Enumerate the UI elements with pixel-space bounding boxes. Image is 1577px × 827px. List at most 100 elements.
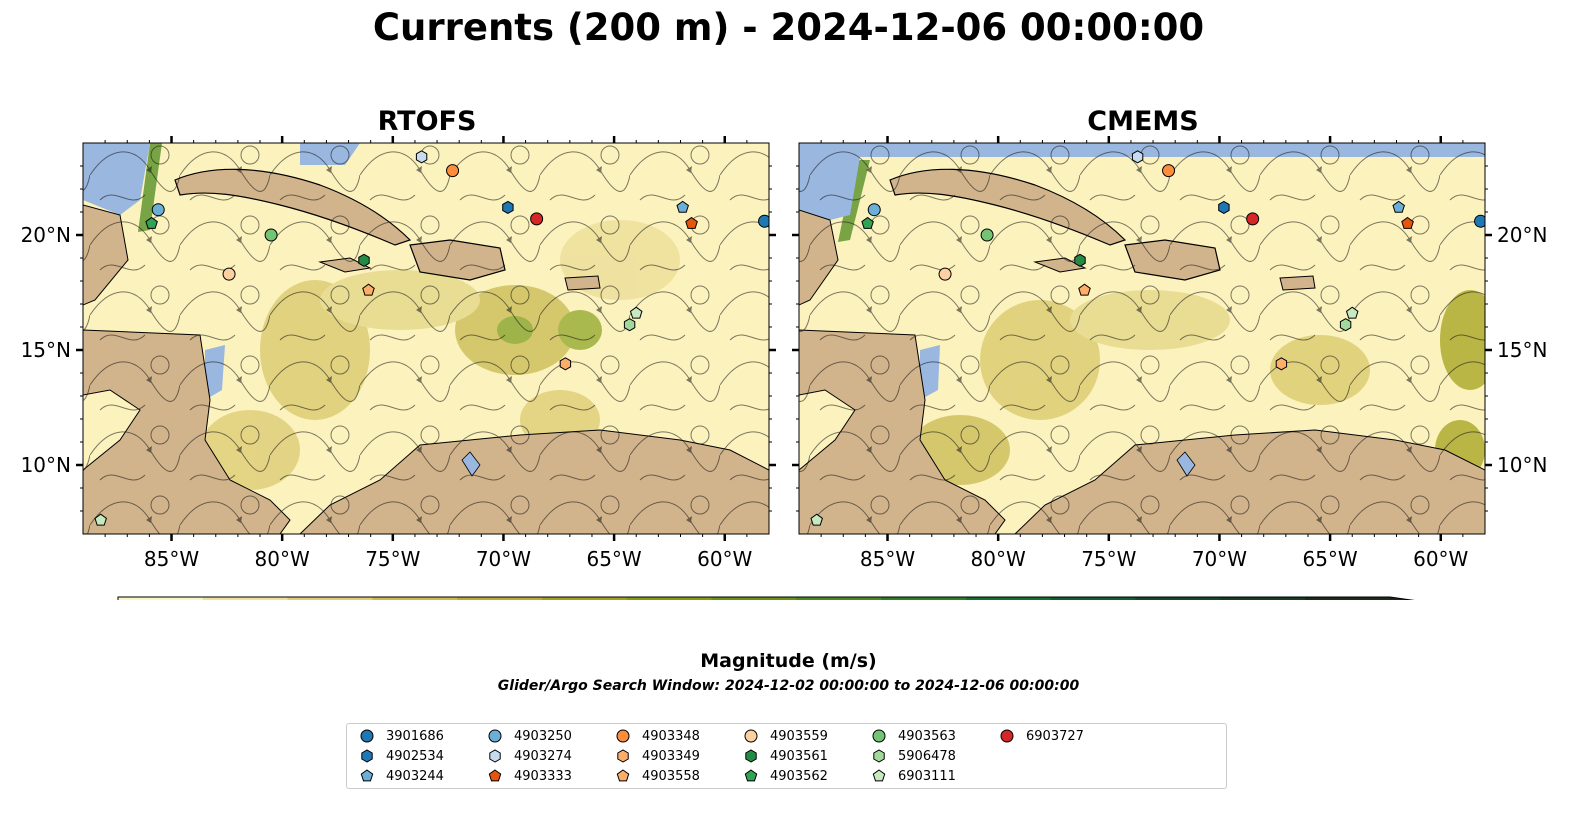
legend-label: 4903274 bbox=[514, 748, 572, 764]
colorbar-bin bbox=[626, 597, 713, 600]
lon-tick-label: 80°W bbox=[255, 547, 310, 571]
panel-title-cmems: CMEMS bbox=[1087, 106, 1199, 137]
float-legend: 3901686 4902534 4903244 4903250 4903274 49033… bbox=[346, 723, 1227, 789]
legend-label: 4903563 bbox=[898, 728, 956, 744]
float-marker bbox=[1339, 318, 1352, 332]
legend-entry: 4903244 bbox=[357, 766, 444, 786]
lon-tick-label: 85°W bbox=[144, 547, 199, 571]
legend-entry: 4903559 bbox=[741, 726, 828, 746]
float-marker bbox=[1131, 150, 1144, 164]
legend-marker-icon bbox=[872, 729, 886, 743]
float-marker bbox=[94, 513, 107, 526]
map-frame-cmems bbox=[798, 142, 1486, 535]
legend-marker-icon bbox=[489, 749, 501, 763]
legend-entry: 4903562 bbox=[741, 766, 828, 786]
legend-marker-icon bbox=[745, 749, 757, 763]
search-window-note: Glider/Argo Search Window: 2024-12-02 00… bbox=[497, 678, 1080, 694]
colorbar-bin bbox=[202, 597, 289, 600]
lat-tick-label: 15°N bbox=[21, 338, 71, 362]
colorbar-bin bbox=[542, 597, 628, 600]
legend-entry: 4903558 bbox=[613, 766, 700, 786]
legend-label: 4903349 bbox=[642, 748, 700, 764]
lat-tick-label: 10°N bbox=[1497, 453, 1547, 477]
float-marker bbox=[623, 318, 636, 332]
float-marker bbox=[530, 212, 544, 226]
legend-marker bbox=[744, 769, 758, 782]
legend-marker bbox=[361, 749, 373, 763]
legend-marker-icon bbox=[744, 729, 758, 743]
legend-marker bbox=[616, 769, 630, 782]
colorbar-bin bbox=[372, 597, 458, 600]
legend-marker bbox=[489, 749, 501, 763]
float-marker bbox=[264, 228, 278, 242]
float-marker bbox=[1074, 253, 1086, 267]
legend-marker bbox=[1000, 729, 1014, 743]
colorbar-bin bbox=[1135, 597, 1221, 600]
float-marker bbox=[980, 228, 994, 242]
legend-label: 6903111 bbox=[898, 768, 956, 784]
legend-marker bbox=[360, 729, 374, 743]
colorbar-bin bbox=[711, 597, 797, 600]
colorbar-bin bbox=[457, 597, 543, 600]
lat-tick-label: 10°N bbox=[21, 453, 71, 477]
legend-label: 4902534 bbox=[386, 748, 444, 764]
float-marker bbox=[758, 214, 769, 228]
float-marker bbox=[222, 267, 236, 281]
float-markers-rtofs bbox=[94, 150, 769, 526]
float-marker bbox=[502, 200, 514, 214]
legend-marker bbox=[360, 769, 374, 782]
legend-entry: 4903333 bbox=[485, 766, 572, 786]
lon-tick-label: 75°W bbox=[365, 547, 420, 571]
legend-label: 4903561 bbox=[770, 748, 828, 764]
map-frame-rtofs bbox=[82, 142, 770, 535]
colorbar-bin bbox=[287, 597, 373, 600]
float-markers-cmems bbox=[810, 150, 1485, 526]
float-marker bbox=[685, 216, 698, 229]
legend-label: 4903348 bbox=[642, 728, 700, 744]
lon-tick-label: 80°W bbox=[971, 547, 1026, 571]
legend-marker bbox=[488, 769, 502, 782]
legend-marker bbox=[617, 749, 629, 763]
float-marker bbox=[559, 357, 572, 371]
float-marker bbox=[145, 216, 158, 229]
legend-marker-icon bbox=[873, 749, 885, 763]
lon-tick-label: 70°W bbox=[1192, 547, 1247, 571]
legend-entry: 5906478 bbox=[869, 746, 956, 766]
legend-label: 4903244 bbox=[386, 768, 444, 784]
legend-entry: 4902534 bbox=[357, 746, 444, 766]
colorbar-bin bbox=[118, 597, 204, 600]
lon-tick-label: 65°W bbox=[1302, 547, 1357, 571]
float-marker bbox=[1218, 200, 1230, 214]
float-marker bbox=[629, 306, 643, 319]
float-marker bbox=[151, 203, 165, 217]
float-marker bbox=[358, 253, 370, 267]
lon-tick-label: 85°W bbox=[860, 547, 915, 571]
colorbar-bin bbox=[1050, 597, 1137, 600]
figure-title: Currents (200 m) - 2024-12-06 00:00:00 bbox=[372, 6, 1205, 49]
legend-marker-icon bbox=[360, 769, 374, 782]
legend-marker bbox=[872, 729, 886, 743]
float-marker bbox=[1246, 212, 1260, 226]
legend-entry: 3901686 bbox=[357, 726, 444, 746]
legend-label: 5906478 bbox=[898, 748, 956, 764]
legend-label: 4903250 bbox=[514, 728, 572, 744]
legend-marker-icon bbox=[488, 769, 502, 782]
legend-marker-icon bbox=[872, 769, 886, 782]
legend-entry: 6903111 bbox=[869, 766, 956, 786]
colorbar-bin bbox=[1220, 597, 1306, 600]
legend-marker bbox=[488, 729, 502, 743]
lat-tick-label: 20°N bbox=[1497, 223, 1547, 247]
legend-label: 4903558 bbox=[642, 768, 700, 784]
map-figure: 85°W 80°W 75°W 70°W 65°W 60°W 20°N 15°N 10°N 85°W… bbox=[21, 136, 1547, 600]
float-marker bbox=[362, 283, 375, 296]
legend-marker-icon bbox=[616, 729, 630, 743]
colorbar-bin bbox=[881, 597, 967, 600]
streamlines bbox=[83, 143, 769, 534]
colorbar-bin bbox=[1305, 597, 1391, 600]
float-marker bbox=[1275, 357, 1288, 371]
legend-entry: 4903563 bbox=[869, 726, 956, 746]
legend-entry: 4903274 bbox=[485, 746, 572, 766]
legend-marker-icon bbox=[616, 769, 630, 782]
float-marker bbox=[1078, 283, 1091, 296]
legend-label: 3901686 bbox=[386, 728, 444, 744]
